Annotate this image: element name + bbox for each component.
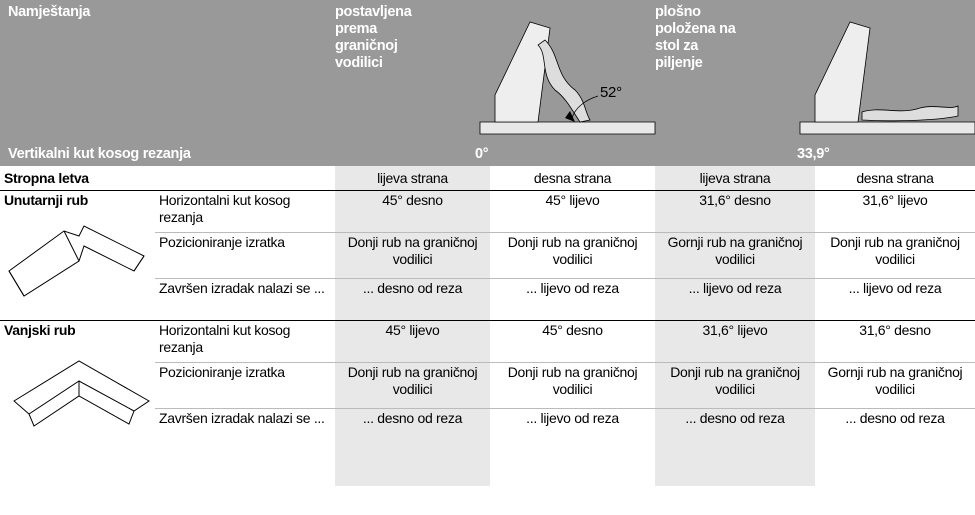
value-cell: Donji rub na graničnoj vodilici bbox=[507, 364, 638, 397]
row-label: Horizontalni kut kosog rezanja bbox=[159, 322, 291, 355]
column-header: lijeva strana bbox=[377, 170, 448, 186]
value-cell: Donji rub na graničnoj vodilici bbox=[670, 364, 800, 397]
value-cell: 45° desno bbox=[382, 192, 443, 208]
mode-label: plošno položena na stol za piljenje bbox=[655, 4, 736, 71]
value-cell: 31,6° desno bbox=[699, 192, 771, 208]
row-label: Pozicioniranje izratka bbox=[159, 234, 285, 250]
value-cell: ... lijevo od reza bbox=[848, 280, 942, 296]
value-cell: Donji rub na graničnoj vodilici bbox=[830, 234, 960, 267]
header-title: Namještanja bbox=[8, 4, 91, 20]
column-header: lijeva strana bbox=[699, 170, 771, 186]
value-cell: Gornji rub na graničnoj vodilici bbox=[667, 234, 803, 267]
column-header: desna strana bbox=[856, 170, 934, 186]
value-cell: 45° desno bbox=[542, 322, 603, 338]
value-cell: ... desno od reza bbox=[845, 410, 945, 426]
row-rule bbox=[155, 408, 975, 409]
value-cell: Donji rub na graničnoj vodilici bbox=[347, 364, 478, 397]
value-cell: Gornji rub na graničnoj vodilici bbox=[827, 364, 963, 397]
illustrations bbox=[479, 21, 975, 135]
group-label: Vanjski rub bbox=[4, 322, 76, 338]
moulding-icon bbox=[13, 360, 150, 427]
row-label: Završen izradak nalazi se ... bbox=[159, 410, 325, 426]
row-rule bbox=[155, 278, 975, 279]
angle-note: 52° bbox=[600, 84, 622, 101]
value-cell: 31,6° desno bbox=[859, 322, 931, 338]
column-shade bbox=[335, 166, 490, 486]
vertical-angle: 0° bbox=[475, 146, 489, 162]
value-cell: Donji rub na graničnoj vodilici bbox=[347, 234, 478, 267]
vertical-angle: 33,9° bbox=[797, 146, 830, 162]
column-shade bbox=[655, 166, 815, 486]
group-label: Unutarnji rub bbox=[4, 192, 88, 208]
value-cell: Donji rub na graničnoj vodilici bbox=[507, 234, 638, 267]
group-rule bbox=[0, 190, 975, 191]
value-cell: ... desno od reza bbox=[362, 280, 463, 296]
value-cell: 45° lijevo bbox=[545, 192, 600, 208]
value-cell: 31,6° lijevo bbox=[862, 192, 928, 208]
row-label: Pozicioniranje izratka bbox=[159, 364, 285, 380]
value-cell: 45° lijevo bbox=[385, 322, 440, 338]
moulding-icon bbox=[8, 225, 145, 297]
row-rule bbox=[155, 362, 975, 363]
column-header: desna strana bbox=[533, 170, 612, 186]
value-cell: ... lijevo od reza bbox=[526, 280, 619, 296]
value-cell: ... lijevo od reza bbox=[688, 280, 782, 296]
header-band bbox=[0, 0, 975, 166]
mode-label: postavljena prema graničnoj vodilici bbox=[335, 4, 412, 71]
value-cell: ... desno od reza bbox=[362, 410, 463, 426]
group-rule bbox=[0, 320, 975, 321]
value-cell: ... lijevo od reza bbox=[526, 410, 619, 426]
row-label: Završen izradak nalazi se ... bbox=[159, 280, 325, 296]
row-rule bbox=[155, 232, 975, 233]
value-cell: 31,6° lijevo bbox=[702, 322, 768, 338]
value-cell: ... desno od reza bbox=[685, 410, 785, 426]
row-header: Stropna letva bbox=[4, 170, 89, 186]
row-label: Horizontalni kut kosog rezanja bbox=[159, 192, 291, 225]
vertical-label: Vertikalni kut kosog rezanja bbox=[8, 146, 191, 162]
